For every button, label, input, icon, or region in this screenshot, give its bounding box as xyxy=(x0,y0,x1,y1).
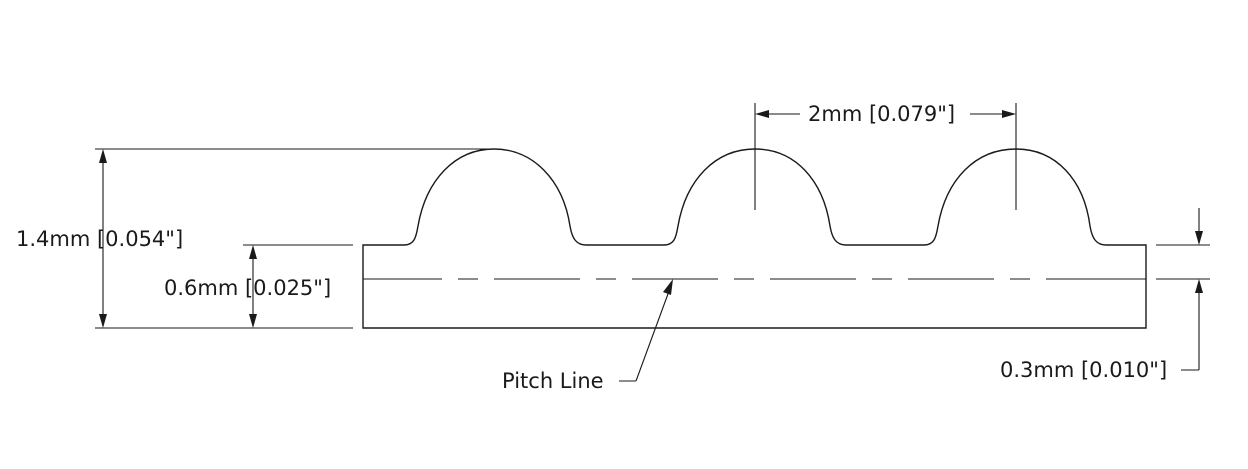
belt-profile-outline xyxy=(362,148,1147,329)
arrow-right-icon xyxy=(1002,110,1016,118)
arrow-up-icon xyxy=(249,245,257,259)
pitch-line-label: Pitch Line xyxy=(502,369,604,393)
pld-label: 0.3mm [0.010"] xyxy=(1000,358,1167,382)
arrow-icon xyxy=(663,279,673,295)
arrow-left-icon xyxy=(755,110,769,118)
total-height-label: 1.4mm [0.054"] xyxy=(16,227,183,251)
pitch-label: 2mm [0.079"] xyxy=(808,102,955,126)
arrow-up-icon xyxy=(99,149,107,163)
arrow-down-icon xyxy=(249,314,257,328)
pitch-line-leader-diag xyxy=(635,282,673,382)
arrow-down-icon xyxy=(99,314,107,328)
belt-thickness-label: 0.6mm [0.025"] xyxy=(164,276,331,300)
arrow-up-icon xyxy=(1195,279,1203,293)
arrow-down-icon xyxy=(1195,231,1203,245)
